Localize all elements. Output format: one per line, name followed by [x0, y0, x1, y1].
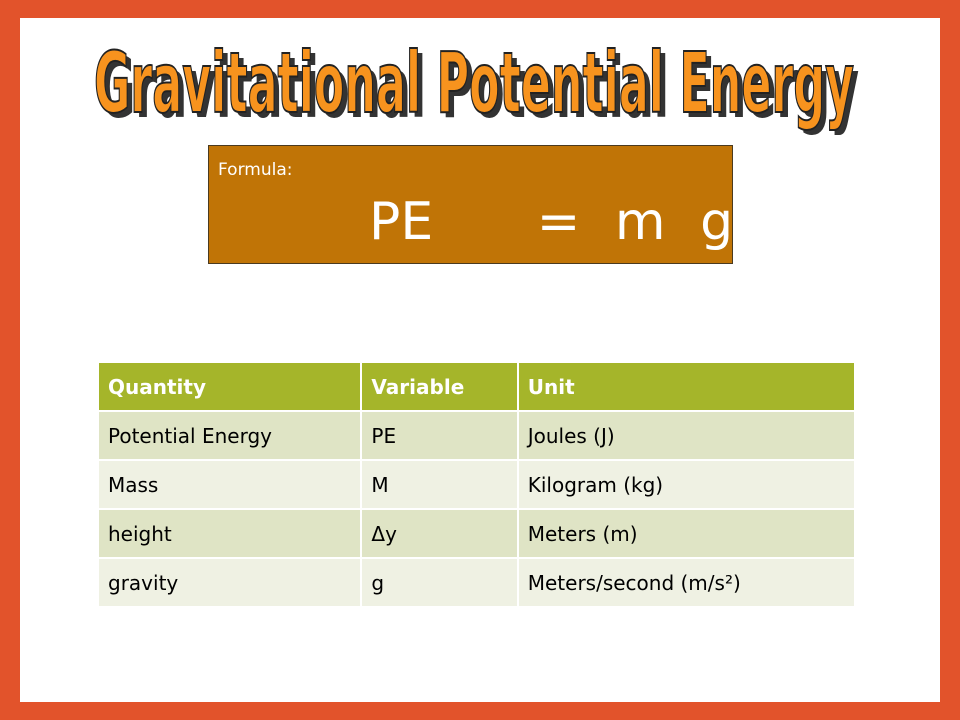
- table-cell: Kilogram (kg): [516, 459, 857, 510]
- formula-label: Formula:: [218, 160, 293, 180]
- table-cell: g: [360, 557, 519, 608]
- table-cell: gravity: [96, 557, 363, 608]
- table-cell: Meters (m): [516, 508, 857, 559]
- title-art: Gravitational Potential Energy Gravitati…: [93, 33, 859, 137]
- table-row: Mass M Kilogram (kg): [96, 459, 857, 510]
- formula-box: Formula: PE = m g h: [208, 145, 801, 264]
- table-row: Potential Energy PE Joules (J): [96, 410, 857, 461]
- table-cell: M: [360, 459, 519, 510]
- table-cell: Joules (J): [516, 410, 857, 461]
- data-table: Quantity Variable Unit Potential Energy PE J…: [96, 361, 857, 608]
- table-cell: Potential Energy: [96, 410, 363, 461]
- table-row: gravity g Meters/second (m/s²): [96, 557, 857, 608]
- title: Gravitational Potential Energy: [94, 34, 854, 132]
- title-shadow: Gravitational Potential Energy: [99, 39, 859, 137]
- table-cell: PE: [360, 410, 519, 461]
- table-row: height Δy Meters (m): [96, 508, 857, 559]
- table-cell: Mass: [96, 459, 363, 510]
- formula-expression: PE = m g h: [369, 192, 801, 252]
- header-cell: Variable: [360, 361, 519, 412]
- header-cell: Unit: [516, 361, 857, 412]
- table-cell: Meters/second (m/s²): [516, 557, 857, 608]
- table-cell: height: [96, 508, 363, 559]
- table-cell: Δy: [360, 508, 519, 559]
- header-cell: Quantity: [96, 361, 363, 412]
- header-row: Quantity Variable Unit: [96, 361, 857, 412]
